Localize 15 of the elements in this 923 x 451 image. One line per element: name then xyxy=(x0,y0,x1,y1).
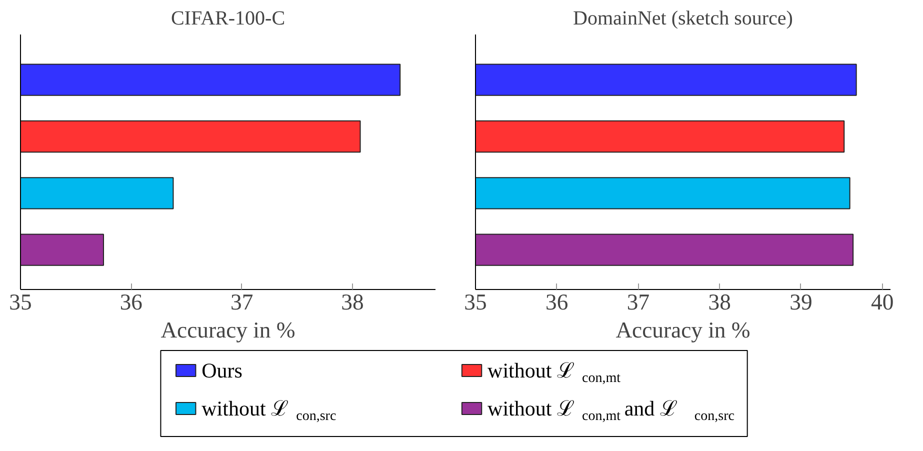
chart-title: CIFAR-100-C xyxy=(170,8,286,30)
x-tick-label: 37 xyxy=(626,290,650,314)
chart-title: DomainNet (sketch source) xyxy=(573,8,793,30)
x-tick-label: 39 xyxy=(790,290,812,314)
x-tick-label: 36 xyxy=(546,290,568,314)
x-tick-label: 35 xyxy=(464,290,487,314)
x-tick-label: 35 xyxy=(9,290,32,314)
x-axis-title: Accuracy in % xyxy=(616,318,750,342)
x-tick-label: 38 xyxy=(341,290,364,314)
x-tick-label: 37 xyxy=(230,290,254,314)
x-axis-title: Accuracy in % xyxy=(160,318,296,342)
x-tick-label: 36 xyxy=(120,290,142,314)
x-tick-label: 40 xyxy=(871,290,894,314)
x-tick-label: 38 xyxy=(708,290,731,314)
legend-label: Ours xyxy=(202,358,242,382)
